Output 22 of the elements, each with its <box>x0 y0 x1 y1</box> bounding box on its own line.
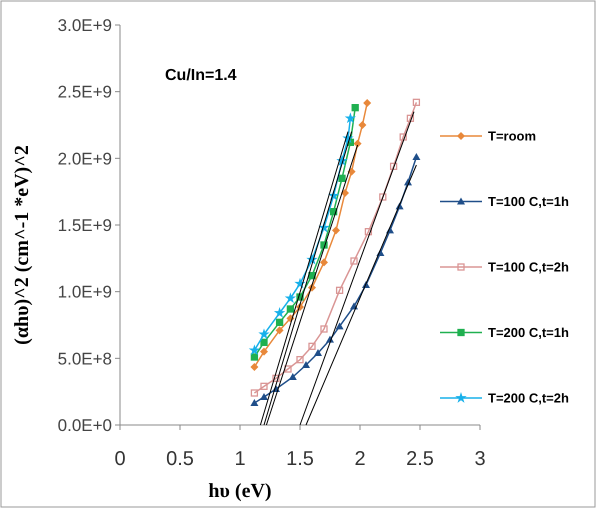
legend-label: T=200 C,t=1h <box>488 325 569 340</box>
y-tick-label: 5.0E+8 <box>58 349 112 368</box>
y-tick-label: 0.0E+0 <box>58 416 112 435</box>
legend-label: T=200 C,t=2h <box>488 390 569 406</box>
legend-label: T=100 C,t=2h <box>488 260 569 275</box>
legend-label: T=100 C,t=1h <box>488 194 569 210</box>
x-tick-label: 0 <box>114 448 126 470</box>
x-tick-label: 0.5 <box>166 448 194 470</box>
y-tick-label: 1.5E+9 <box>58 216 112 235</box>
y-axis-title: (αhυ)^2 (cm^-1 *eV)^2 <box>11 145 33 345</box>
y-tick-label: 2.0E+9 <box>58 149 112 168</box>
x-axis-title: hυ (eV) <box>208 480 272 502</box>
y-tick-label: 2.5E+9 <box>58 82 112 102</box>
annotation: Cu/In=1.4 <box>165 67 237 84</box>
y-tick-label: 1.0E+9 <box>58 282 112 302</box>
x-tick-label: 2 <box>354 448 366 470</box>
x-tick-label: 3 <box>474 448 486 470</box>
legend-label: T=room <box>488 128 536 144</box>
y-tick-label: 3.0E+9 <box>58 16 112 35</box>
x-tick-label: 1.5 <box>286 448 314 470</box>
x-tick-label: 1 <box>234 448 246 470</box>
x-tick-label: 2.5 <box>406 448 434 470</box>
